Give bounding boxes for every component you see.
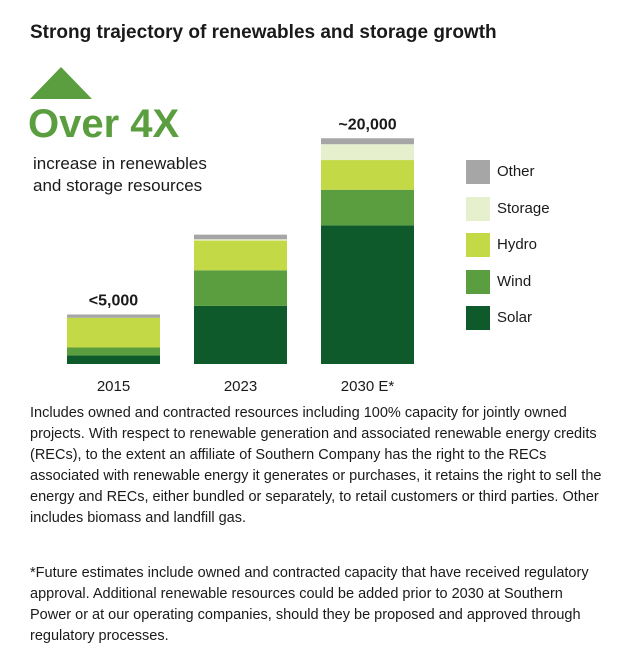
legend-label: Other [497, 163, 535, 180]
bar-segment-other-1 [194, 234, 287, 240]
up-arrow-icon [30, 67, 92, 99]
bar-total-label: ~20,000 [338, 116, 396, 133]
stacked-bar-chart: <5,000 2015 2023 ~20,000 2030 E* [67, 116, 414, 395]
legend-swatch [466, 160, 490, 184]
bar-segment-hydro-0 [67, 317, 160, 348]
legend-swatch [466, 233, 490, 257]
bar-segment-solar-2 [321, 225, 414, 364]
x-tick-label: 2015 [97, 378, 130, 395]
footnote-estimates: *Future estimates include owned and cont… [30, 565, 589, 644]
bar-segment-solar-1 [194, 305, 287, 364]
x-tick-label: 2030 E* [341, 378, 395, 395]
chart-title: Strong trajectory of renewables and stor… [30, 22, 497, 43]
legend-label: Wind [497, 272, 532, 290]
legend-swatch [466, 269, 490, 294]
legend-swatch [466, 306, 490, 330]
bar-segment-solar-0 [67, 355, 160, 364]
headline: Over 4X [28, 102, 180, 146]
legend-label: Hydro [497, 236, 538, 253]
bar-segment-storage-2 [321, 144, 414, 161]
x-tick-label: 2023 [224, 378, 257, 395]
bar-segment-hydro-1 [194, 240, 287, 271]
bar-segment-hydro-2 [321, 160, 414, 190]
legend-label: Storage [497, 199, 550, 217]
legend-label: Solar [497, 309, 533, 326]
legend-swatch [466, 196, 490, 221]
bar-segment-other-2 [321, 138, 414, 145]
bar-segment-wind-0 [67, 347, 160, 356]
bar-total-label: <5,000 [89, 293, 138, 310]
bar-segment-wind-1 [194, 270, 287, 306]
footnote-general: Includes owned and contracted resources … [30, 405, 602, 526]
bar-segment-other-0 [67, 314, 160, 318]
bar-segment-wind-2 [321, 189, 414, 226]
bar-segment-storage-1 [194, 239, 287, 241]
subheadline: increase in renewables and storage resou… [33, 154, 207, 195]
